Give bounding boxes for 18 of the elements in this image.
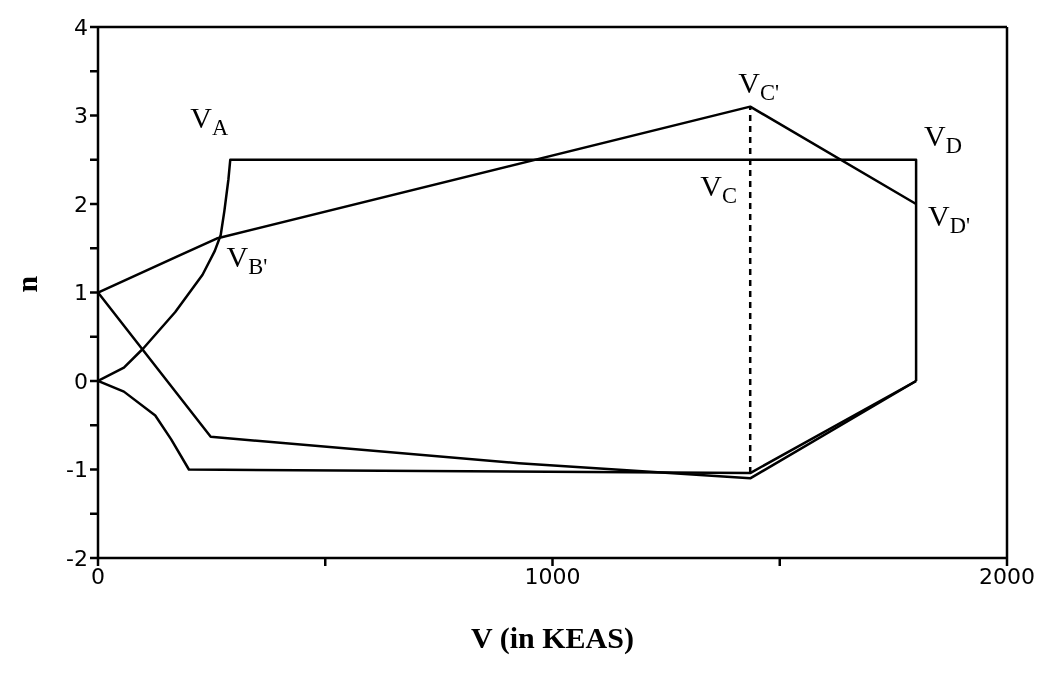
y-tick-label: -1 (66, 457, 88, 483)
annotation: V$_{D}$ (924, 118, 963, 158)
y-tick-label: 3 (74, 103, 88, 129)
y-tick-label: 1 (74, 280, 88, 306)
y-tick-label: 4 (74, 14, 88, 40)
x-tick-label: 0 (91, 563, 105, 589)
x-axis-title: V (in KEAS) (471, 621, 634, 655)
annotation: V$_{C}$ (700, 168, 737, 208)
annotation: V$_{A}$ (190, 100, 229, 140)
annotation: V$_{B'}$ (226, 239, 268, 279)
annotation: V$_{C'}$ (738, 65, 779, 105)
y-axis-title: n (9, 275, 43, 293)
y-tick-label: 0 (74, 368, 88, 394)
y-tick-label: -2 (66, 545, 88, 571)
y-tick-label: 2 (74, 191, 88, 217)
x-tick-label: 1000 (524, 563, 581, 589)
x-tick-label: 2000 (979, 563, 1035, 589)
annotation: V$_{D'}$ (928, 199, 971, 238)
